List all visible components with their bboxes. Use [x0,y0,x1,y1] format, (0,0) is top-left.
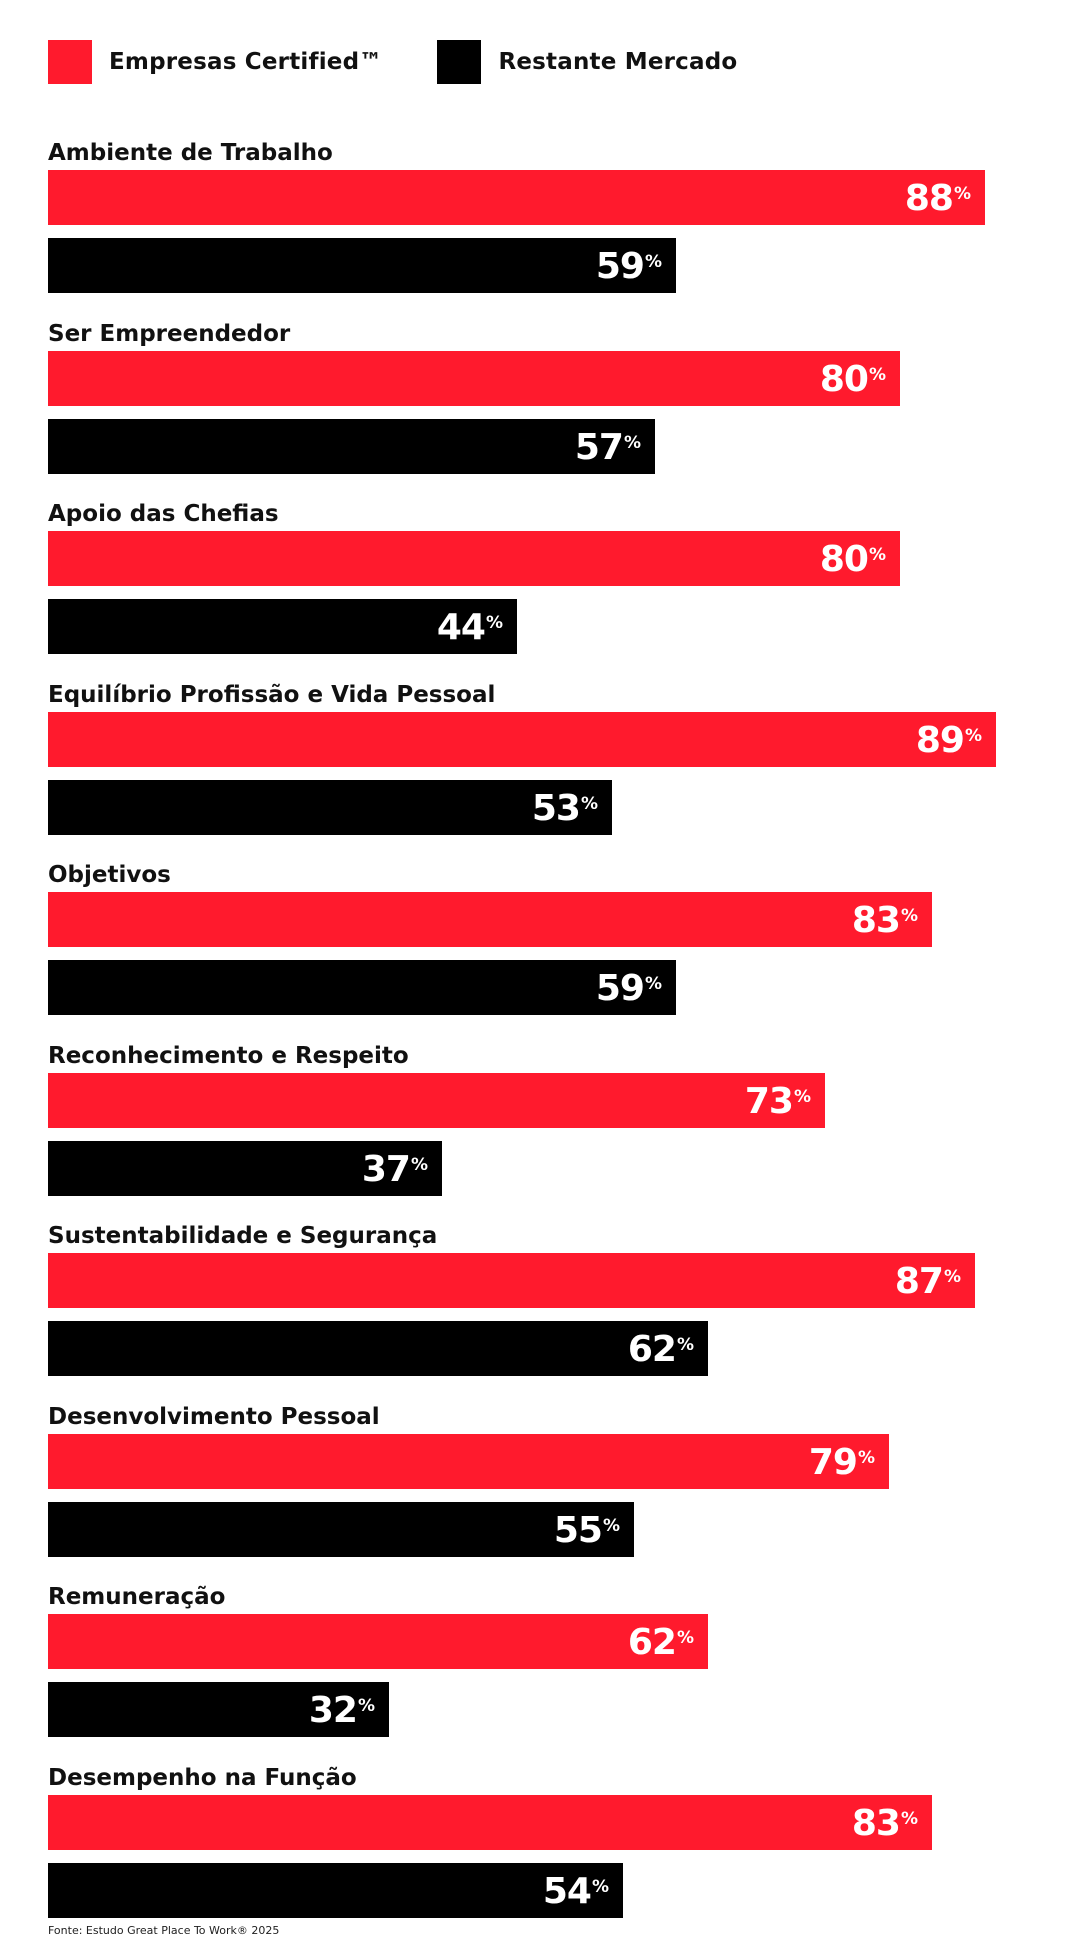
data-label-unit: % [793,1086,811,1107]
bar-market: 54% [48,1862,623,1918]
data-label-market: 59% [596,244,662,290]
data-label-unit: % [676,1335,694,1355]
bar-market: 32% [48,1682,389,1737]
data-label-market: 55% [554,1508,620,1554]
legend: Empresas Certified™ Restante Mercado [48,40,792,84]
data-label-unit: % [868,545,886,565]
bar-market: 62% [48,1321,708,1376]
data-label-unit: % [591,1876,609,1897]
data-label-value: 89 [915,719,965,761]
category-label: Ser Empreendedor [48,320,291,347]
bar-certified: 87% [48,1253,975,1308]
bar-certified: 73% [48,1072,825,1128]
data-label-unit: % [953,184,971,204]
category-label: Ambiente de Trabalho [48,140,333,166]
data-label-value: 88 [904,178,954,219]
data-label-value: 44 [436,607,486,648]
bar-market: 53% [48,779,612,835]
data-label-value: 80 [819,358,869,400]
legend-label-certified: Empresas Certified™ [109,49,383,75]
data-label-value: 73 [744,1080,794,1122]
data-label-value: 62 [627,1622,677,1663]
category-label: Desempenho na Função [48,1764,357,1791]
data-label-value: 32 [308,1690,358,1731]
bar-market: 59% [48,960,676,1015]
bar-certified: 80% [48,531,900,586]
data-label-certified: 87% [895,1259,961,1305]
data-label-certified: 80% [820,357,886,403]
bar-certified: 62% [48,1614,708,1669]
data-label-value: 83 [851,1802,901,1844]
category-label: Apoio das Chefias [48,501,279,527]
data-label-unit: % [485,613,503,633]
data-label-unit: % [623,432,641,453]
data-label-market: 59% [596,966,662,1012]
category-label: Sustentabilidade e Segurança [48,1223,438,1249]
data-label-unit: % [900,1808,918,1829]
data-label-unit: % [900,906,918,926]
category-label: Remuneração [48,1584,226,1610]
category-label: Equilíbrio Profissão e Vida Pessoal [48,681,496,708]
data-label-unit: % [857,1447,875,1468]
category-label: Reconhecimento e Respeito [48,1042,409,1069]
data-label-value: 54 [542,1870,592,1912]
source-footnote: Fonte: Estudo Great Place To Work® 2025 [48,1924,280,1937]
data-label-value: 87 [894,1261,944,1302]
data-label-value: 53 [531,787,581,829]
data-label-market: 62% [628,1327,694,1373]
data-label-market: 57% [575,425,641,471]
data-label-unit: % [580,793,598,814]
bar-certified: 83% [48,1794,932,1850]
data-label-value: 62 [627,1329,677,1370]
data-label-certified: 83% [852,898,918,944]
data-label-value: 59 [595,246,645,287]
data-label-unit: % [602,1515,620,1536]
data-label-value: 57 [574,426,624,468]
data-label-unit: % [644,974,662,994]
data-label-certified: 73% [745,1079,811,1125]
category-label: Objetivos [48,862,171,888]
legend-label-market: Restante Mercado [498,49,738,75]
bar-certified: 80% [48,350,900,406]
data-label-value: 59 [595,968,645,1009]
category-label: Desenvolvimento Pessoal [48,1403,380,1430]
bar-market: 59% [48,238,676,293]
data-label-certified: 79% [809,1440,875,1486]
data-label-value: 80 [819,539,869,580]
data-label-unit: % [943,1267,961,1287]
data-label-value: 37 [361,1148,411,1190]
data-label-market: 53% [532,786,598,832]
data-label-unit: % [410,1154,428,1175]
bar-certified: 89% [48,711,996,767]
data-label-certified: 80% [820,537,886,583]
bar-certified: 88% [48,170,985,225]
data-label-value: 79 [808,1441,858,1483]
bar-market: 57% [48,418,655,474]
bar-market: 44% [48,599,517,654]
data-label-unit: % [676,1628,694,1648]
legend-swatch-market [437,40,482,84]
data-label-certified: 62% [628,1620,694,1666]
data-label-unit: % [868,364,886,385]
bar-market: 37% [48,1140,442,1196]
data-label-unit: % [357,1696,375,1716]
legend-item-certified: Empresas Certified™ [48,40,382,84]
data-label-market: 44% [437,605,503,651]
data-label-certified: 83% [852,1801,918,1847]
legend-swatch-certified [48,40,92,84]
data-label-market: 32% [309,1688,375,1734]
bar-market: 55% [48,1501,634,1557]
data-label-certified: 88% [905,176,971,222]
bar-certified: 79% [48,1433,889,1489]
data-label-value: 55 [553,1509,603,1551]
data-label-unit: % [964,725,982,746]
legend-item-market: Restante Mercado [437,40,737,84]
data-label-market: 37% [362,1147,428,1193]
data-label-market: 54% [543,1869,609,1915]
data-label-value: 83 [851,900,901,941]
data-label-unit: % [644,252,662,272]
bar-certified: 83% [48,892,932,947]
data-label-certified: 89% [916,718,982,764]
